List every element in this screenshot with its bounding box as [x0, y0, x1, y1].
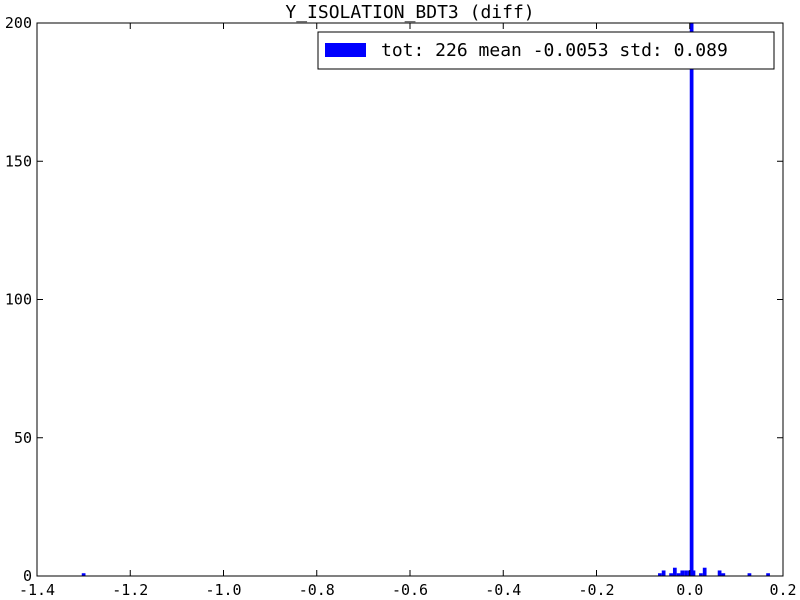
- x-tick-label-4: -0.6: [392, 581, 428, 599]
- histogram-bar-4: [672, 567, 677, 576]
- histogram-bar-11: [699, 573, 703, 576]
- legend: tot: 226 mean -0.0053 std: 0.089: [317, 31, 775, 70]
- histogram-bar-7: [684, 570, 688, 576]
- histogram-bar-10: [691, 570, 696, 576]
- histogram-bar-14: [721, 573, 726, 576]
- legend-swatch: [325, 43, 366, 57]
- histogram-bar-3: [669, 573, 673, 576]
- x-tick-label-3: -0.8: [299, 581, 335, 599]
- histogram-bar-12: [702, 567, 707, 576]
- histogram-bar-9: [689, 23, 694, 576]
- x-tick-label-0: -1.4: [19, 581, 55, 599]
- x-tick-label-2: -1.0: [205, 581, 241, 599]
- y-tick-label-4: 200: [5, 14, 32, 32]
- histogram-bar-15: [747, 573, 752, 576]
- y-tick-label-0: 0: [23, 567, 32, 585]
- x-tick-label-7: 0.0: [676, 581, 703, 599]
- chart-title: Y_ISOLATION_BDT3 (diff): [285, 2, 534, 23]
- x-tick-label-6: -0.2: [578, 581, 614, 599]
- histogram-bar-0: [81, 573, 86, 576]
- ticks-layer: -1.4 -1.2 -1.0 -0.8 -0.6 -0.4 -0.2 0.0 0.2 0 50 100…: [5, 14, 797, 599]
- histogram-bar-6: [680, 570, 685, 576]
- y-tick-label-3: 150: [5, 152, 32, 170]
- legend-box: [317, 31, 775, 70]
- histogram-bar-5: [676, 573, 681, 576]
- x-tick-label-1: -1.2: [112, 581, 148, 599]
- histogram-bar-13: [717, 570, 722, 576]
- y-tick-label-1: 50: [14, 429, 32, 447]
- histogram-bar-1: [658, 573, 662, 576]
- legend-label: tot: 226 mean -0.0053 std: 0.089: [381, 40, 728, 61]
- histogram-bar-16: [766, 573, 770, 576]
- bars-layer: [81, 23, 770, 576]
- plot-frame: [36, 22, 784, 577]
- histogram-bar-2: [661, 570, 666, 576]
- x-tick-label-8: 0.2: [769, 581, 796, 599]
- x-tick-label-5: -0.4: [485, 581, 521, 599]
- y-tick-label-2: 100: [5, 291, 32, 309]
